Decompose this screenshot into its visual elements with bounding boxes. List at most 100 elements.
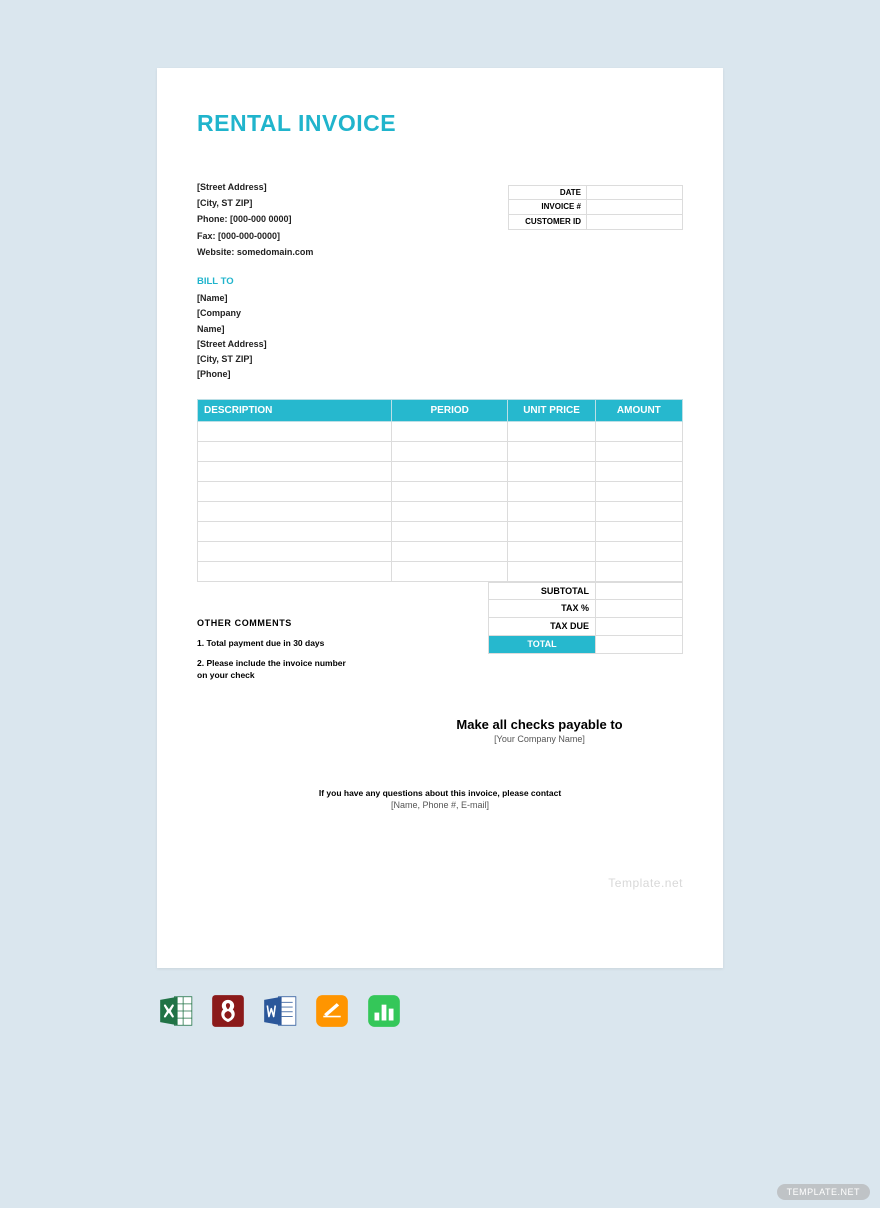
meta-date-label: DATE <box>509 186 587 199</box>
table-cell <box>392 501 508 521</box>
items-table: DESCRIPTION PERIOD UNIT PRICE AMOUNT <box>197 399 683 582</box>
meta-invoice-val <box>587 200 682 214</box>
table-cell <box>198 561 392 581</box>
table-cell <box>508 441 595 461</box>
total-val <box>596 636 682 653</box>
payable-sub: [Your Company Name] <box>397 734 682 744</box>
meta-customer-val <box>587 215 682 229</box>
col-amount: AMOUNT <box>595 399 682 421</box>
excel-icon[interactable] <box>157 992 195 1030</box>
invoice-page: RENTAL INVOICE [Street Address] [City, S… <box>157 68 723 968</box>
table-cell <box>392 481 508 501</box>
meta-row-customer: CUSTOMER ID <box>508 215 683 230</box>
table-cell <box>595 421 682 441</box>
from-street: [Street Address] <box>197 179 313 195</box>
col-unit-price: UNIT PRICE <box>508 399 595 421</box>
table-cell <box>508 541 595 561</box>
table-row <box>198 521 683 541</box>
table-row <box>198 421 683 441</box>
billto-heading: BILL TO <box>197 276 683 287</box>
row-taxdue: TAX DUE <box>488 618 683 636</box>
footer-line2: [Name, Phone #, E-mail] <box>197 800 683 810</box>
table-cell <box>595 541 682 561</box>
table-cell <box>508 421 595 441</box>
footer-line1: If you have any questions about this inv… <box>197 788 683 798</box>
meta-customer-label: CUSTOMER ID <box>509 215 587 229</box>
billto-phone: [Phone] <box>197 367 683 382</box>
total-label: TOTAL <box>489 636 596 653</box>
comments-block: OTHER COMMENTS 1. Total payment due in 3… <box>197 582 430 690</box>
comment-2: 2. Please include the invoice number on … <box>197 658 357 682</box>
table-cell <box>392 461 508 481</box>
table-cell <box>198 541 392 561</box>
payable-block: Make all checks payable to [Your Company… <box>397 717 682 744</box>
table-row <box>198 501 683 521</box>
col-period: PERIOD <box>392 399 508 421</box>
pdf-icon[interactable] <box>209 992 247 1030</box>
below-row: OTHER COMMENTS 1. Total payment due in 3… <box>197 582 683 690</box>
page-title: RENTAL INVOICE <box>197 110 683 137</box>
row-taxpct: TAX % <box>488 600 683 618</box>
meta-invoice-label: INVOICE # <box>509 200 587 214</box>
row-total: TOTAL <box>488 636 683 654</box>
table-cell <box>508 481 595 501</box>
row-subtotal: SUBTOTAL <box>488 582 683 600</box>
meta-row-invoice: INVOICE # <box>508 200 683 215</box>
format-icons-row <box>157 992 880 1030</box>
billto-city: [City, ST ZIP] <box>197 352 683 367</box>
watermark: Template.net <box>608 876 683 890</box>
table-cell <box>508 501 595 521</box>
from-block: [Street Address] [City, ST ZIP] Phone: [… <box>197 179 313 260</box>
table-cell <box>392 541 508 561</box>
from-fax: Fax: [000-000-0000] <box>197 228 313 244</box>
table-cell <box>595 441 682 461</box>
totals-block: SUBTOTAL TAX % TAX DUE TOTAL <box>488 582 683 690</box>
billto-name: [Name] <box>197 291 683 306</box>
numbers-icon[interactable] <box>365 992 403 1030</box>
table-cell <box>595 461 682 481</box>
meta-date-val <box>587 186 682 199</box>
from-phone: Phone: [000-000 0000] <box>197 211 313 227</box>
pages-icon[interactable] <box>313 992 351 1030</box>
from-city: [City, ST ZIP] <box>197 195 313 211</box>
taxdue-label: TAX DUE <box>489 618 596 635</box>
table-cell <box>198 501 392 521</box>
table-cell <box>198 441 392 461</box>
table-cell <box>595 501 682 521</box>
taxpct-val <box>596 600 682 617</box>
table-cell <box>198 461 392 481</box>
header-row: [Street Address] [City, ST ZIP] Phone: [… <box>197 179 683 260</box>
word-icon[interactable] <box>261 992 299 1030</box>
billto-street: [Street Address] <box>197 337 683 352</box>
table-row <box>198 441 683 461</box>
from-website: Website: somedomain.com <box>197 244 313 260</box>
table-cell <box>595 561 682 581</box>
table-cell <box>198 481 392 501</box>
table-cell <box>595 481 682 501</box>
footer-contact: If you have any questions about this inv… <box>197 788 683 810</box>
subtotal-label: SUBTOTAL <box>489 583 596 599</box>
comments-heading: OTHER COMMENTS <box>197 618 430 628</box>
payable-heading: Make all checks payable to <box>397 717 682 732</box>
meta-row-date: DATE <box>508 185 683 200</box>
table-cell <box>392 441 508 461</box>
table-row <box>198 461 683 481</box>
meta-box: DATE INVOICE # CUSTOMER ID <box>508 185 683 260</box>
table-cell <box>508 561 595 581</box>
site-badge: TEMPLATE.NET <box>777 1184 870 1200</box>
comment-1: 1. Total payment due in 30 days <box>197 638 430 650</box>
table-cell <box>198 421 392 441</box>
table-cell <box>198 521 392 541</box>
table-row <box>198 561 683 581</box>
billto-block: [Name] [Company Name] [Street Address] [… <box>197 291 683 383</box>
taxdue-val <box>596 618 682 635</box>
taxpct-label: TAX % <box>489 600 596 617</box>
table-cell <box>392 521 508 541</box>
table-row <box>198 541 683 561</box>
table-row <box>198 481 683 501</box>
table-cell <box>508 521 595 541</box>
table-cell <box>392 561 508 581</box>
subtotal-val <box>596 583 682 599</box>
table-cell <box>595 521 682 541</box>
billto-company: [Company Name] <box>197 306 259 337</box>
